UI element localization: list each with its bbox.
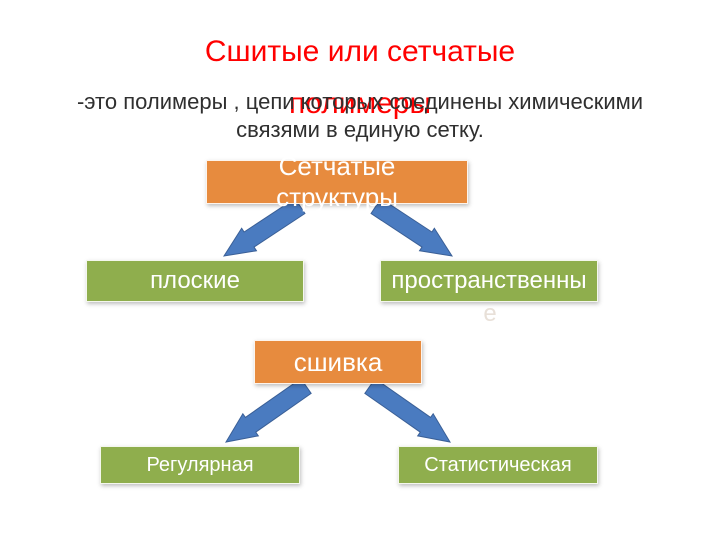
arrow-icon [218,375,313,453]
node-flat: плоские [86,260,304,302]
node-statistical: Статистическая [398,446,598,484]
arrow-icon [362,375,457,453]
node-regular: Регулярная [100,446,300,484]
page-title-line1: Сшитые или сетчатые [0,34,720,70]
node-spatial-overflow-char: е [478,300,502,328]
node-spatial: пространственны [380,260,598,302]
subtitle-text: -это полимеры , цепи которых соединены х… [40,88,680,143]
node-net_structures: Сетчатые структуры [206,160,468,204]
node-crosslink: сшивка [254,340,422,384]
